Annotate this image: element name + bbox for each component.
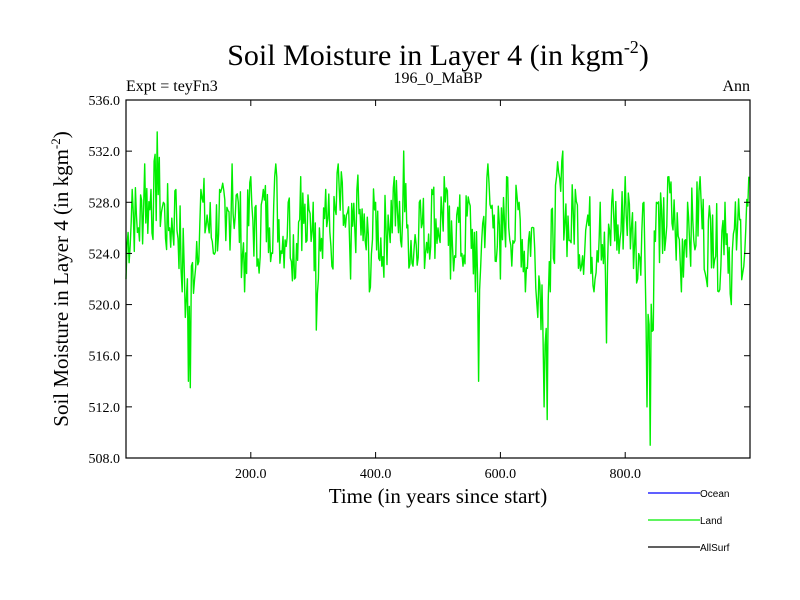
y-tick-label: 528.0 [89, 196, 121, 211]
y-tick-label: 508.0 [89, 452, 121, 467]
x-axis: 200.0 400.0 600.0 800.0 [235, 100, 641, 482]
legend: Ocean Land AllSurf [648, 489, 730, 554]
subtitle-right: Ann [722, 78, 750, 95]
x-tick-label: 400.0 [360, 467, 392, 482]
subtitle-left: Expt = teyFn3 [126, 78, 218, 95]
legend-label-ocean: Ocean [700, 489, 729, 500]
y-tick-label: 536.0 [89, 94, 121, 109]
plot-frame [125, 99, 751, 459]
legend-item-ocean: Ocean [648, 489, 729, 500]
series-layer [125, 131, 750, 446]
series-line-land [125, 131, 750, 446]
y-axis: 508.0 512.0 516.0 520.0 524.0 528.0 532.0 536.0 [89, 94, 750, 467]
y-tick-label: 520.0 [89, 299, 121, 314]
subtitle-center: 196_0_MaBP [394, 70, 483, 87]
legend-label-land: Land [700, 516, 722, 527]
y-axis-label: Soil Moisture in Layer 4 (in kgm-2) [48, 131, 73, 426]
chart-title: Soil Moisture in Layer 4 (in kgm-2) [227, 37, 649, 72]
y-tick-label: 512.0 [89, 401, 121, 416]
x-axis-label: Time (in years since start) [329, 484, 548, 508]
y-tick-label: 524.0 [89, 247, 121, 262]
x-tick-label: 200.0 [235, 467, 267, 482]
y-tick-label: 516.0 [89, 350, 121, 365]
legend-item-land: Land [648, 516, 722, 527]
legend-label-allsurf: AllSurf [700, 543, 730, 554]
y-tick-label: 532.0 [89, 145, 121, 160]
x-tick-label: 600.0 [485, 467, 517, 482]
legend-item-allsurf: AllSurf [648, 543, 730, 554]
x-tick-label: 800.0 [609, 467, 641, 482]
